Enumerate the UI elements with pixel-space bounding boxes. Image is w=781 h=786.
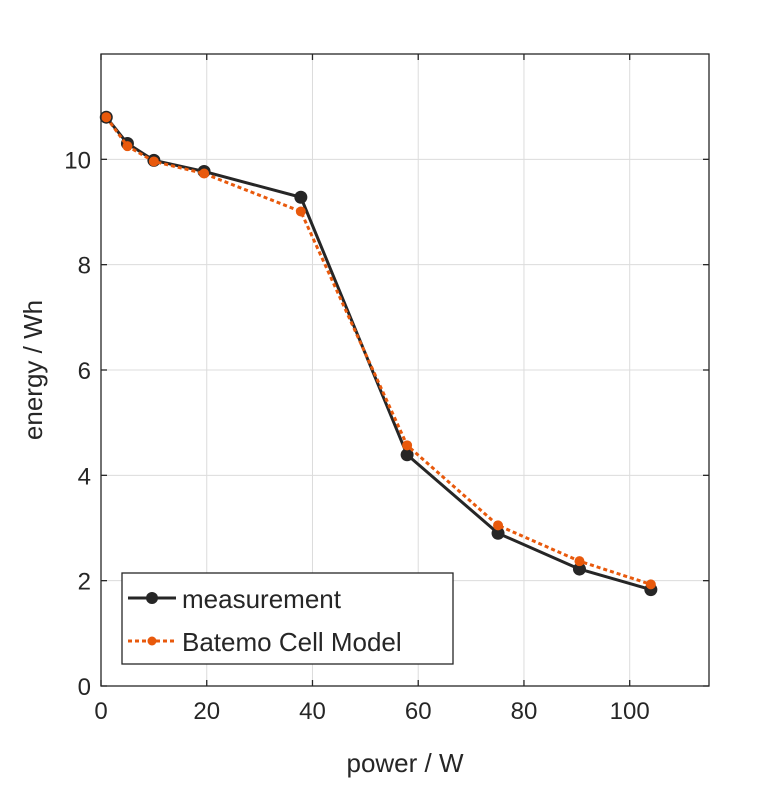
data-point-model: [148, 156, 159, 167]
data-point-model: [122, 141, 133, 152]
x-tick-label: 0: [94, 698, 107, 725]
data-point-measurement: [294, 190, 308, 204]
data-point-model: [199, 168, 210, 179]
series-line-model: [105, 116, 652, 586]
legend-marker-model: [147, 636, 157, 646]
data-point-measurement: [572, 562, 586, 576]
data-point-measurement: [400, 448, 414, 462]
y-axis-label: energy / Wh: [18, 300, 48, 440]
legend[interactable]: measurement Batemo Cell Model: [121, 572, 454, 665]
y-tick-label: 8: [78, 253, 91, 280]
x-tick-label: 20: [193, 698, 220, 725]
data-point-model: [402, 440, 413, 451]
data-point-model: [295, 206, 306, 217]
data-point-measurement: [491, 526, 505, 540]
x-tick-label: 40: [299, 698, 326, 725]
x-axis-label: power / W: [346, 748, 463, 778]
x-tick-label: 60: [405, 698, 432, 725]
data-point-model: [645, 579, 656, 590]
y-tick-label: 0: [78, 674, 91, 701]
series-line-measurement: [105, 116, 652, 592]
x-tick-label: 100: [610, 698, 650, 725]
data-point-model: [574, 556, 585, 567]
data-point-model: [101, 112, 112, 123]
series-layer: [99, 110, 658, 597]
data-point-model: [493, 520, 504, 531]
y-tick-label: 10: [64, 147, 91, 174]
ticks: 0 20 40 60 80 100 0 2 4 6 8 10: [64, 54, 709, 725]
y-tick-label: 2: [78, 569, 91, 596]
y-tick-label: 6: [78, 358, 91, 385]
x-tick-label: 80: [511, 698, 538, 725]
legend-label-measurement: measurement: [182, 584, 342, 614]
legend-box: [121, 572, 454, 665]
y-tick-label: 4: [78, 463, 91, 490]
legend-label-model: Batemo Cell Model: [182, 627, 402, 657]
legend-marker-measurement: [146, 592, 158, 604]
